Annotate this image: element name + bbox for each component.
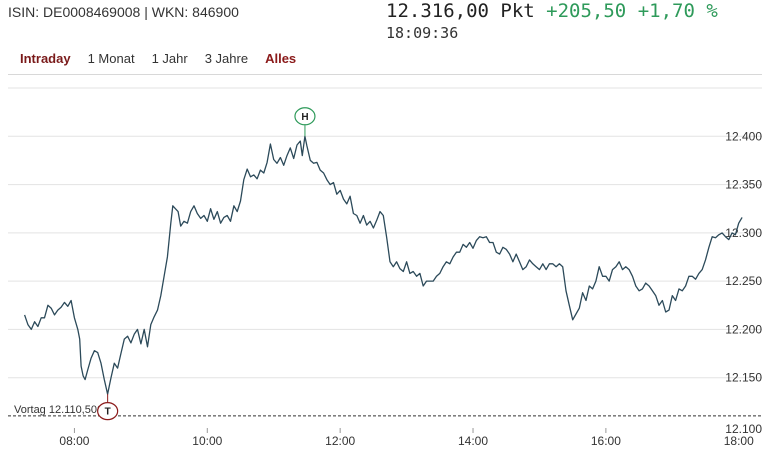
- y-tick-label: 12.100: [725, 422, 762, 436]
- header-divider: [8, 74, 762, 75]
- x-tick-label: 16:00: [591, 434, 621, 448]
- timeframe-tabs: Intraday 1 Monat 1 Jahr 3 Jahre Alles: [20, 51, 313, 66]
- y-tick-label-bg: [722, 422, 762, 435]
- price-series-line: [23, 135, 743, 395]
- x-tick-label: 12:00: [325, 434, 355, 448]
- quote-line: 12.316,00 Pkt +205,50 +1,70 %: [386, 0, 718, 22]
- change-percent: +1,70 %: [637, 0, 718, 22]
- tab-alles[interactable]: Alles: [265, 51, 297, 66]
- low-marker-label: T: [105, 407, 111, 418]
- isin-wkn-label: ISIN: DE0008469008 | WKN: 846900: [8, 4, 239, 20]
- tab-intraday[interactable]: Intraday: [20, 51, 71, 66]
- y-tick-label: 12.300: [725, 226, 762, 240]
- tab-1-monat[interactable]: 1 Monat: [87, 51, 135, 66]
- y-tick-label: 12.200: [725, 322, 762, 336]
- y-tick-label: 12.150: [725, 371, 762, 385]
- quote-time: 18:09:36: [386, 24, 459, 42]
- tab-3-jahre[interactable]: 3 Jahre: [204, 51, 249, 66]
- y-tick-label: 12.350: [725, 178, 762, 192]
- price-value: 12.316,00 Pkt: [386, 0, 535, 22]
- x-tick-label: 14:00: [458, 434, 488, 448]
- x-tick-label: 08:00: [59, 434, 89, 448]
- x-tick-label: 18:00: [724, 434, 754, 448]
- high-marker: [294, 107, 316, 126]
- low-marker: [97, 402, 119, 421]
- quote-block: 12.316,00 Pkt +205,50 +1,70 % 18:09:36: [386, 0, 718, 42]
- x-tick-label: 10:00: [192, 434, 222, 448]
- tab-1-jahr[interactable]: 1 Jahr: [151, 51, 188, 66]
- reference-line-label: Vortag 12.110,500: [14, 404, 103, 416]
- high-marker-label: H: [301, 112, 308, 123]
- y-tick-label: 12.250: [725, 274, 762, 288]
- y-tick-label: 12.400: [725, 129, 762, 143]
- change-absolute: +205,50: [546, 0, 627, 22]
